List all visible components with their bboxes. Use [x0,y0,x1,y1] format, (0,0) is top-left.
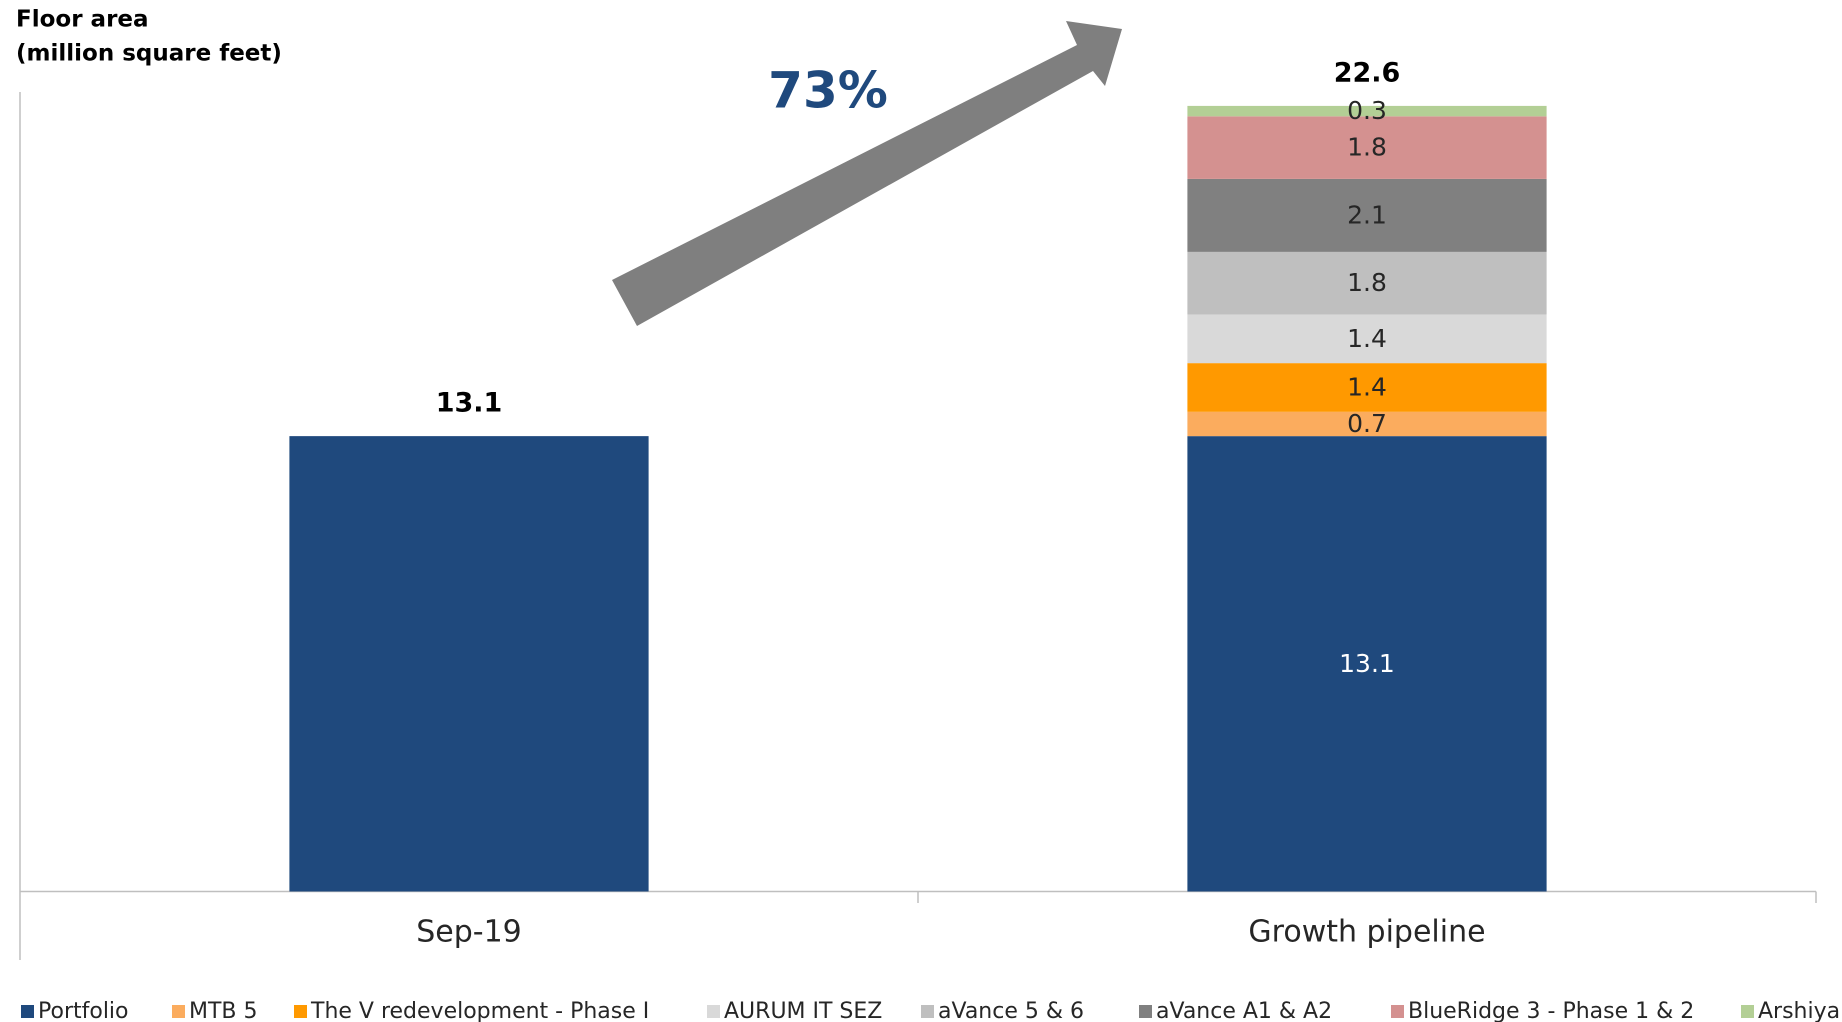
legend-label: The V redevelopment - Phase I [310,999,649,1022]
bar-segment [1187,436,1547,892]
x-tick-label: Sep-19 [416,915,522,950]
bar-segment [1187,116,1547,179]
bar-segment [289,436,649,892]
legend-label: aVance 5 & 6 [938,999,1084,1022]
legend-swatch [1741,1005,1754,1018]
legend-label: MTB 5 [189,999,258,1022]
legend-swatch [172,1005,185,1018]
bar-segment [1187,314,1547,364]
legend-label: BlueRidge 3 - Phase 1 & 2 [1408,999,1694,1022]
legend-label: aVance A1 & A2 [1156,999,1332,1022]
growth-arrow [612,21,1122,326]
legend-swatch [21,1005,34,1018]
segment-label: 0.7 [1347,409,1387,438]
segment-label: 2.1 [1347,200,1387,229]
legend-swatch [294,1005,307,1018]
legend-swatch [921,1005,934,1018]
growth-annotation: 73% [768,62,888,120]
total-label: 13.1 [436,388,503,419]
x-tick-label: Growth pipeline [1248,915,1485,950]
y-axis-label: Floor area [16,7,149,33]
segment-label: 1.8 [1347,133,1387,162]
legend-label: Portfolio [38,999,129,1022]
legend-label: Arshiya [1758,999,1840,1022]
segment-label: 1.4 [1347,324,1387,353]
segment-label: 13.1 [1339,649,1395,678]
y-axis-label: (million square feet) [16,41,282,67]
legend-swatch [1139,1005,1152,1018]
bar-segment [1187,251,1547,315]
segment-label: 0.3 [1347,96,1387,125]
bar-segment [1187,363,1547,412]
total-label: 22.6 [1334,57,1401,88]
bar-segment [1187,178,1547,252]
segment-label: 1.4 [1347,372,1387,401]
bar-segment [1187,411,1547,437]
bar-segment [1187,105,1547,117]
legend-swatch [1391,1005,1404,1018]
legend-label: AURUM IT SEZ [724,999,882,1022]
segment-label: 1.8 [1347,268,1387,297]
legend-swatch [707,1005,720,1018]
